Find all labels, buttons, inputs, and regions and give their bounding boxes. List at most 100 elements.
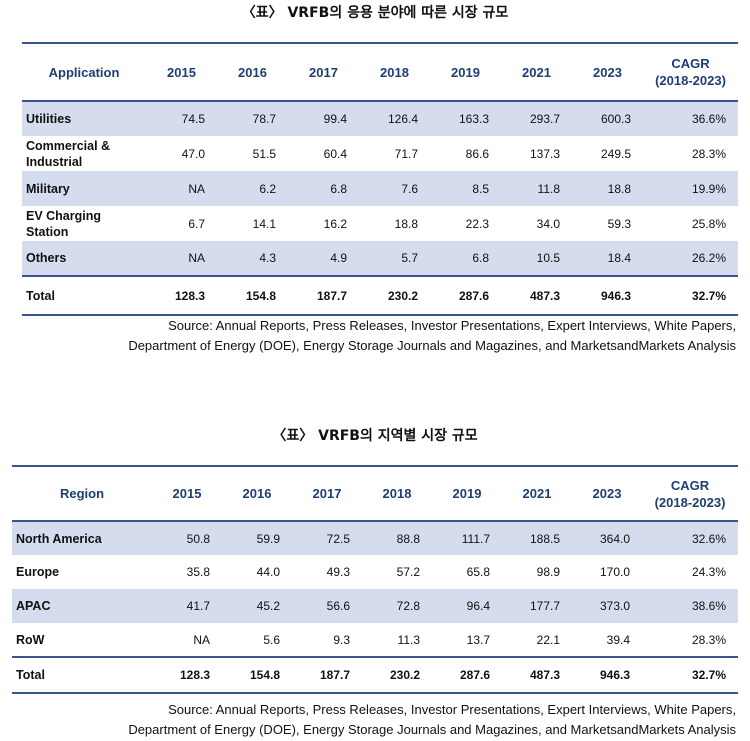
value-cell: 72.5: [326, 531, 350, 546]
table-row: APAC 41.7 45.2 56.6 72.8 96.4 177.7 373.0 38.6%: [12, 589, 738, 623]
value-cell: 249.5: [600, 146, 631, 161]
column-header-2023: 2023: [593, 64, 622, 80]
value-cell: NA: [188, 251, 205, 265]
application-market-table: Application 2015 2016 2017 2018 2019 202…: [22, 42, 738, 316]
total-row: Total 128.3 154.8 187.7 230.2 287.6 487.3 946.3…: [12, 657, 738, 693]
value-cell: 293.7: [529, 112, 560, 126]
cagr-period: (2018-2023): [655, 73, 726, 88]
value-cell: 10.5: [536, 251, 560, 265]
value-cell: 44.0: [256, 565, 280, 579]
column-header-cagr: CAGR (2018-2023): [643, 43, 738, 101]
cagr-cell: 32.7%: [642, 657, 738, 693]
table-row: RoW NA 5.6 9.3 11.3 13.7 22.1 39.4 28.3%: [12, 623, 738, 657]
value-cell: 47.0: [181, 146, 205, 161]
cagr-label: CAGR: [671, 56, 710, 71]
cagr-cell: 24.3%: [691, 565, 726, 579]
table-row: Military NA 6.2 6.8 7.6 8.5 11.8 18.8 19.9%: [22, 171, 738, 206]
table1-header-row: Application 2015 2016 2017 2018 2019 202…: [22, 43, 738, 101]
value-cell: 6.2: [259, 181, 276, 196]
value-cell: 41.7: [186, 599, 210, 613]
value-cell: 57.2: [396, 565, 420, 579]
value-cell: 230.2: [362, 657, 432, 693]
table1-title: 〈표〉 VRFB의 응용 분야에 따른 시장 규모: [241, 5, 509, 21]
value-cell: 18.8: [394, 216, 418, 231]
column-header-2017: 2017: [309, 64, 338, 80]
row-label: Utilities: [26, 112, 72, 126]
value-cell: 96.4: [466, 599, 490, 613]
column-header-2021: 2021: [522, 486, 552, 501]
row-label: RoW: [16, 632, 45, 647]
value-cell: 99.4: [323, 112, 347, 126]
source-line: Department of Energy (DOE), Energy Stora…: [128, 338, 736, 353]
column-header-2015: 2015: [167, 64, 196, 80]
value-cell: 74.5: [181, 112, 205, 126]
value-cell: 98.9: [536, 565, 560, 579]
value-cell: 6.7: [188, 216, 205, 231]
cagr-cell: 28.3%: [691, 146, 726, 161]
value-cell: 88.8: [396, 531, 420, 546]
table2-title: 〈표〉 VRFB의 지역별 시장 규모: [272, 428, 478, 444]
column-header-2021: 2021: [522, 64, 551, 80]
source-line: Source: Annual Reports, Press Releases, …: [168, 318, 736, 333]
value-cell: 946.3: [572, 276, 643, 315]
cagr-cell: 32.6%: [691, 531, 726, 546]
cagr-period: (2018-2023): [654, 494, 726, 510]
value-cell: 86.6: [465, 146, 489, 161]
value-cell: 14.1: [252, 216, 276, 231]
cagr-cell: 19.9%: [691, 181, 726, 196]
value-cell: 65.8: [466, 565, 490, 579]
value-cell: 487.3: [501, 276, 572, 315]
value-cell: 287.6: [432, 657, 502, 693]
table-row: Commercial & Industrial 47.0 51.5 60.4 71.7 8…: [22, 136, 738, 171]
cagr-cell: 28.3%: [691, 632, 726, 647]
value-cell: 59.3: [607, 216, 631, 231]
value-cell: 71.7: [394, 146, 418, 161]
table-row: Utilities 74.5 78.7 99.4 126.4 163.3 293.7 600.…: [22, 101, 738, 136]
column-header-2018: 2018: [380, 64, 409, 80]
value-cell: 188.5: [529, 531, 560, 546]
column-header-2019: 2019: [452, 486, 482, 501]
value-cell: 45.2: [256, 599, 280, 613]
value-cell: 177.7: [529, 599, 560, 613]
value-cell: 128.3: [152, 657, 222, 693]
cagr-cell: 38.6%: [691, 599, 726, 613]
value-cell: 170.0: [599, 565, 630, 579]
table2-header-row: Region 2015 2016 2017 2018 2019 2021 202…: [12, 466, 738, 521]
row-label: Military: [26, 181, 70, 196]
row-label: Total: [12, 657, 152, 693]
value-cell: 154.8: [222, 657, 292, 693]
value-cell: 946.3: [572, 657, 642, 693]
table2-source: Source: Annual Reports, Press Releases, …: [128, 700, 736, 740]
value-cell: 230.2: [359, 276, 430, 315]
value-cell: 35.8: [186, 565, 210, 579]
table-row: Others NA 4.3 4.9 5.7 6.8 10.5 18.4 26.2%: [22, 241, 738, 276]
cagr-label: CAGR: [670, 477, 710, 493]
value-cell: 72.8: [396, 599, 420, 613]
total-row: Total 128.3 154.8 187.7 230.2 287.6 487.3 946.3…: [22, 276, 738, 315]
row-label: Europe: [16, 565, 60, 579]
column-header-2019: 2019: [451, 64, 480, 80]
value-cell: 373.0: [599, 599, 630, 613]
value-cell: NA: [193, 632, 210, 647]
value-cell: 78.7: [252, 112, 276, 126]
row-label: EV Charging Station: [26, 208, 102, 239]
value-cell: 137.3: [529, 146, 560, 161]
value-cell: 364.0: [599, 531, 630, 546]
row-label: APAC: [16, 599, 51, 613]
value-cell: 111.7: [461, 531, 490, 546]
source-line: Source: Annual Reports, Press Releases, …: [168, 702, 736, 717]
column-header-cagr: CAGR (2018-2023): [642, 466, 738, 521]
column-header-2016: 2016: [238, 64, 267, 80]
value-cell: 22.3: [465, 216, 489, 231]
table-row: North America 50.8 59.9 72.5 88.8 111.7 188.5 3…: [12, 521, 738, 555]
value-cell: 39.4: [606, 632, 630, 647]
value-cell: 49.3: [326, 565, 350, 579]
value-cell: 60.4: [323, 146, 347, 161]
column-header-2017: 2017: [312, 486, 342, 501]
value-cell: 50.8: [186, 531, 210, 546]
value-cell: 4.9: [330, 251, 347, 265]
row-label: Others: [26, 251, 67, 265]
value-cell: 163.3: [458, 112, 489, 126]
value-cell: 7.6: [401, 181, 418, 196]
source-line: Department of Energy (DOE), Energy Stora…: [128, 722, 736, 737]
